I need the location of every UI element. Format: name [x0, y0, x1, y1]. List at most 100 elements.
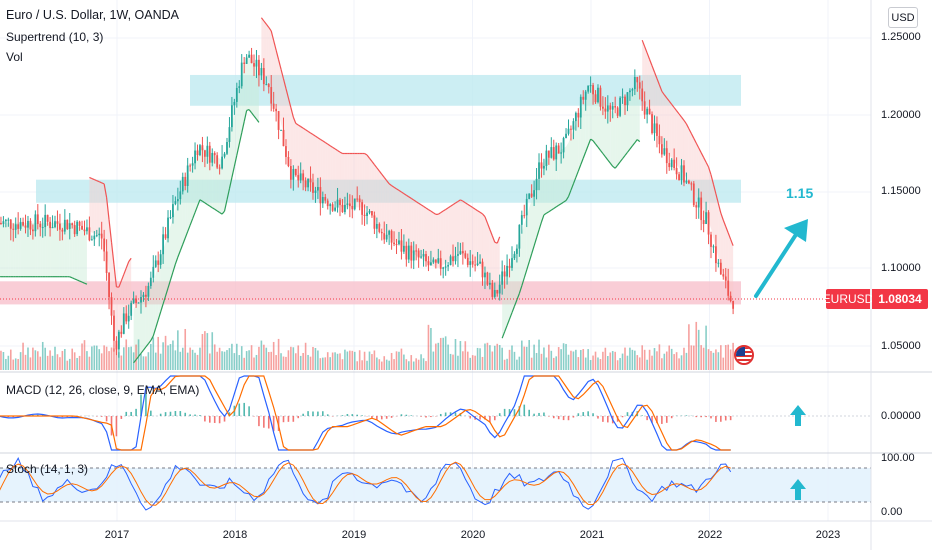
volume-bar	[135, 344, 137, 370]
candle-body	[280, 129, 282, 131]
supertrend-segment	[651, 65, 656, 73]
supertrend-segment	[558, 203, 562, 206]
macd-histogram-bar	[543, 412, 545, 416]
candle-body	[454, 255, 457, 262]
volume-bar	[629, 347, 631, 370]
volume-bar	[68, 358, 71, 370]
supertrend-segment	[695, 142, 700, 149]
volume-bar	[341, 359, 344, 370]
supertrend-fill-slice	[573, 123, 576, 184]
supertrend-segment	[204, 202, 208, 206]
volume-bar	[255, 354, 258, 370]
supertrend-segment	[511, 306, 516, 313]
volume-legend[interactable]: Vol	[6, 50, 23, 64]
supertrend-segment	[413, 199, 417, 203]
candle-body	[545, 150, 548, 166]
candle-body	[508, 265, 511, 268]
volume-bar	[118, 352, 120, 370]
candle-body	[506, 265, 508, 277]
volume-bar	[17, 359, 19, 370]
volume-bar	[7, 355, 10, 370]
candle-body	[149, 277, 152, 286]
supertrend-fill-slice	[502, 277, 505, 339]
us-flag-icon[interactable]	[734, 345, 754, 365]
supertrend-fill-slice	[430, 211, 434, 267]
candle-body	[289, 166, 292, 180]
macd-histogram-bar	[705, 416, 707, 418]
supertrend-fill-slice	[551, 154, 554, 211]
volume-bar	[371, 354, 373, 370]
supertrend-fill-slice	[475, 209, 478, 265]
candle-body	[670, 159, 673, 168]
supertrend-segment	[494, 241, 498, 244]
candle-body	[550, 147, 553, 158]
candle-body	[577, 112, 580, 118]
candle-body	[321, 196, 324, 204]
volume-bar	[570, 350, 572, 370]
supertrend-fill-slice	[406, 195, 409, 251]
supertrend-fill-slice	[72, 223, 75, 279]
supertrend-segment	[381, 173, 385, 178]
supertrend-segment	[700, 152, 705, 158]
volume-bar	[447, 344, 449, 370]
candle-body	[656, 123, 658, 136]
supertrend-fill-slice	[82, 228, 85, 284]
supertrend-fill-slice	[155, 266, 159, 328]
volume-bar	[712, 352, 715, 370]
candle-body	[422, 254, 425, 257]
supertrend-segment	[705, 161, 710, 168]
supertrend-segment	[560, 201, 564, 205]
candle-body	[407, 245, 410, 260]
macd-histogram-bar	[115, 416, 118, 437]
supertrend-fill-slice	[536, 176, 540, 238]
stoch-legend[interactable]: Stoch (14, 1, 3)	[6, 462, 89, 476]
macd-histogram-bar	[135, 408, 137, 416]
supertrend-segment	[322, 140, 326, 144]
macd-histogram-bar	[587, 411, 589, 416]
candle-body	[174, 201, 177, 205]
supertrend-fill-slice	[585, 91, 589, 152]
candle-body	[336, 199, 339, 208]
volume-bar	[636, 355, 639, 370]
supertrend-fill-slice	[199, 145, 203, 202]
macd-histogram-bar	[700, 416, 702, 418]
supertrend-fill-slice	[187, 171, 191, 232]
macd-legend[interactable]: MACD (12, 26, close, 9, EMA, EMA)	[6, 383, 200, 397]
supertrend-fill-slice	[263, 20, 267, 79]
supertrend-segment	[300, 126, 304, 129]
candle-body	[557, 145, 560, 154]
candle-body	[457, 254, 459, 256]
macd-histogram-bar	[439, 413, 442, 416]
volume-bar	[715, 349, 717, 370]
volume-bar	[213, 344, 216, 370]
supertrend-legend[interactable]: Supertrend (10, 3)	[6, 30, 104, 44]
supertrend-segment	[428, 209, 432, 212]
supertrend-segment	[273, 40, 277, 51]
candle-body	[611, 106, 614, 110]
currency-button[interactable]: USD	[888, 7, 918, 28]
supertrend-fill-slice	[723, 220, 726, 281]
macd-histogram-bar	[557, 416, 560, 420]
supertrend-segment	[317, 137, 321, 140]
supertrend-segment	[282, 78, 287, 89]
volume-bar	[366, 360, 368, 370]
supertrend-segment	[81, 281, 85, 284]
supertrend-fill-slice	[344, 153, 348, 208]
candle-body	[103, 238, 106, 252]
volume-bar	[688, 324, 690, 370]
arrow-up-icon	[790, 405, 806, 426]
supertrend-fill-slice	[649, 59, 653, 120]
chart-title[interactable]: Euro / U.S. Dollar, 1W, OANDA	[6, 8, 179, 22]
supertrend-segment	[376, 167, 380, 172]
volume-bar	[194, 352, 196, 370]
volume-bar	[184, 328, 187, 370]
supertrend-segment	[290, 107, 294, 118]
supertrend-segment	[501, 331, 506, 339]
volume-bar	[513, 351, 516, 370]
volume-bar	[191, 349, 194, 370]
supertrend-fill-slice	[354, 153, 358, 208]
macd-tick: 0.00000	[881, 410, 921, 422]
macd-histogram-bar	[380, 416, 383, 420]
volume-bar	[334, 352, 336, 370]
